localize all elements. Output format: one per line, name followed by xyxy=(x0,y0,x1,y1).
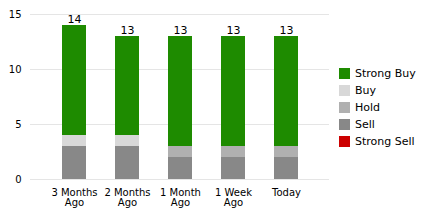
svg-text:1 WeekAgo: 1 WeekAgo xyxy=(215,187,252,208)
svg-text:2 MonthsAgo: 2 MonthsAgo xyxy=(104,187,150,208)
html-text:Hold: Hold xyxy=(355,101,380,114)
svg-text:14: 14 xyxy=(68,13,82,26)
html-text:Buy: Buy xyxy=(355,84,376,97)
svg-text:1 MonthAgo: 1 MonthAgo xyxy=(160,187,201,208)
svg-text:15: 15 xyxy=(9,9,22,20)
svg-text:0: 0 xyxy=(15,174,21,185)
html-text:Strong Buy: Strong Buy xyxy=(355,67,416,80)
html-text:Strong Sell: Strong Sell xyxy=(355,135,415,148)
svg-text:5: 5 xyxy=(15,119,21,130)
html-text:Sell: Sell xyxy=(355,118,375,131)
svg-text:13: 13 xyxy=(227,24,241,37)
svg-text:10: 10 xyxy=(9,64,22,75)
svg-text:13: 13 xyxy=(121,24,135,37)
svg-text:13: 13 xyxy=(174,24,188,37)
svg-text:3 MonthsAgo: 3 MonthsAgo xyxy=(51,187,97,208)
svg-text:13: 13 xyxy=(280,24,294,37)
svg-text:Today: Today xyxy=(271,187,301,198)
